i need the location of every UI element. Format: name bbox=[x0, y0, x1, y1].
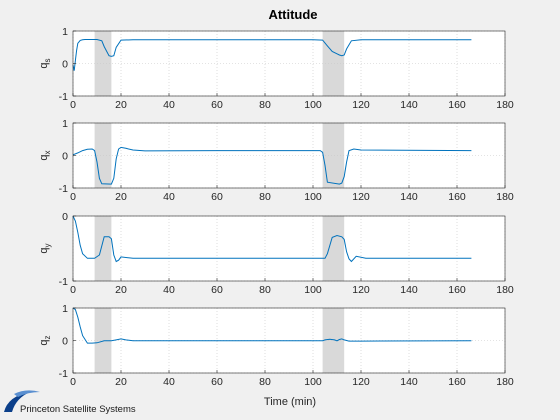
x-tick-label: 60 bbox=[211, 376, 223, 388]
x-tick-label: 60 bbox=[211, 191, 223, 203]
x-tick-label: 180 bbox=[496, 191, 514, 203]
y-tick-label: -1 bbox=[59, 368, 68, 380]
x-tick-label: 100 bbox=[304, 284, 322, 296]
y-tick-label: -1 bbox=[59, 276, 68, 288]
x-tick-label: 180 bbox=[496, 99, 514, 111]
series-line-qy bbox=[72, 215, 472, 263]
x-tick-label: 100 bbox=[304, 99, 322, 111]
x-tick-label: 0 bbox=[70, 191, 76, 203]
x-tick-label: 40 bbox=[163, 191, 175, 203]
x-tick-label: 140 bbox=[400, 376, 418, 388]
x-tick-label: 160 bbox=[448, 376, 466, 388]
x-tick-label: 160 bbox=[448, 99, 466, 111]
shaded-region-0 bbox=[94, 216, 112, 281]
x-tick-label: 40 bbox=[163, 284, 175, 296]
y-axis-label: qy bbox=[38, 243, 52, 253]
x-tick-label: 140 bbox=[400, 284, 418, 296]
x-tick-label: 20 bbox=[115, 376, 127, 388]
y-tick-label: 0 bbox=[62, 211, 68, 223]
x-tick-label: 0 bbox=[70, 99, 76, 111]
x-tick-label: 0 bbox=[70, 284, 76, 296]
y-tick-label: 0 bbox=[62, 59, 68, 71]
y-axis-label: qx bbox=[38, 150, 52, 160]
x-tick-label: 120 bbox=[352, 99, 370, 111]
axes-box bbox=[72, 215, 506, 282]
x-tick-label: 180 bbox=[496, 376, 514, 388]
y-tick-label: -1 bbox=[59, 183, 68, 195]
x-tick-label: 140 bbox=[400, 99, 418, 111]
y-tick-label: 0 bbox=[62, 336, 68, 348]
chart-title: Attitude bbox=[268, 7, 317, 22]
x-tick-label: 20 bbox=[115, 284, 127, 296]
logo-text: Princeton Satellite Systems bbox=[20, 404, 136, 415]
x-axis-label: Time (min) bbox=[264, 396, 316, 408]
shaded-region-1 bbox=[322, 216, 345, 281]
shaded-region-1 bbox=[322, 308, 345, 373]
x-tick-label: 20 bbox=[115, 191, 127, 203]
x-tick-label: 20 bbox=[115, 99, 127, 111]
x-tick-label: 0 bbox=[70, 376, 76, 388]
x-tick-label: 80 bbox=[259, 376, 271, 388]
y-tick-label: 1 bbox=[62, 118, 68, 130]
x-tick-label: 120 bbox=[352, 284, 370, 296]
series-line-qx bbox=[72, 146, 472, 185]
x-tick-label: 40 bbox=[163, 99, 175, 111]
x-tick-label: 120 bbox=[352, 191, 370, 203]
x-tick-label: 140 bbox=[400, 191, 418, 203]
x-tick-label: 100 bbox=[304, 191, 322, 203]
x-tick-label: 80 bbox=[259, 99, 271, 111]
x-tick-label: 160 bbox=[448, 191, 466, 203]
x-tick-label: 100 bbox=[304, 376, 322, 388]
y-tick-label: -1 bbox=[59, 91, 68, 103]
series-line-qs bbox=[72, 39, 472, 71]
shaded-region-1 bbox=[322, 123, 345, 188]
series-line-qz bbox=[72, 307, 472, 344]
y-tick-label: 1 bbox=[62, 303, 68, 315]
psslogo-group: Princeton Satellite Systems bbox=[4, 390, 136, 415]
x-tick-label: 180 bbox=[496, 284, 514, 296]
y-tick-label: 1 bbox=[62, 26, 68, 38]
y-axis-label: qz bbox=[38, 335, 52, 345]
x-tick-label: 60 bbox=[211, 99, 223, 111]
x-tick-label: 160 bbox=[448, 284, 466, 296]
logo-swoosh-icon bbox=[4, 390, 40, 412]
y-axis-label: qs bbox=[38, 58, 52, 68]
x-tick-label: 60 bbox=[211, 284, 223, 296]
x-tick-label: 80 bbox=[259, 284, 271, 296]
x-tick-label: 120 bbox=[352, 376, 370, 388]
y-tick-label: 0 bbox=[62, 151, 68, 163]
x-tick-label: 40 bbox=[163, 376, 175, 388]
plot-area bbox=[73, 216, 505, 281]
x-tick-label: 80 bbox=[259, 191, 271, 203]
